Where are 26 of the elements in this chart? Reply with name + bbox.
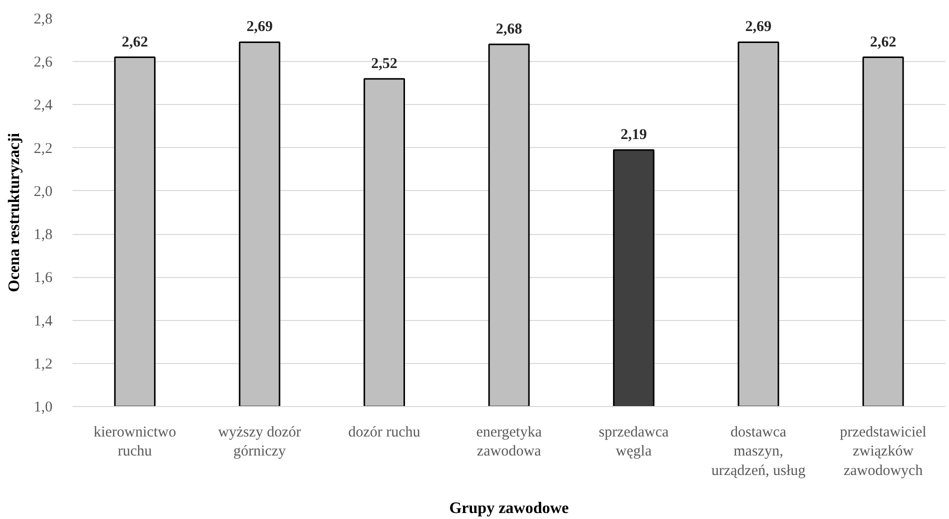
x-axis-title: Grupy zawodowe xyxy=(449,500,569,517)
x-tick-label: dostawca maszyn, urządzeń, usług xyxy=(711,424,806,479)
data-label: 2,52 xyxy=(371,56,398,72)
y-tick-label: 1,4 xyxy=(34,313,53,330)
data-label: 2,68 xyxy=(496,21,522,38)
data-label: 2,19 xyxy=(620,126,647,143)
y-tick-label: 1,2 xyxy=(34,356,52,372)
y-tick-label: 1,0 xyxy=(34,400,52,416)
data-label: 2,62 xyxy=(122,34,148,50)
x-tick-label: energetyka zawodowa xyxy=(476,424,542,460)
y-tick-label: 2,0 xyxy=(34,184,52,200)
y-axis-title: Ocena restrukturyzacji xyxy=(6,132,23,292)
y-tick-label: 2,2 xyxy=(34,140,52,157)
y-tick-label: 2,6 xyxy=(34,54,53,71)
x-tick-label: dozór ruchu xyxy=(348,424,421,440)
x-tick-label: sprzedawca węgla xyxy=(598,424,670,460)
y-tick-label: 2,8 xyxy=(34,12,52,28)
data-label: 2,69 xyxy=(246,19,273,36)
y-tick-label: 2,4 xyxy=(34,98,53,114)
x-tick-label: kierownictwo ruchu xyxy=(94,424,176,460)
x-tick-label: wyższy dozór górniczy xyxy=(218,424,302,460)
y-tick-label: 1,8 xyxy=(34,227,52,244)
data-label: 2,69 xyxy=(745,19,772,36)
data-label: 2,62 xyxy=(870,34,896,50)
x-tick-label: przedstawiciel związków zawodowych xyxy=(840,424,926,479)
y-tick-label: 1,6 xyxy=(34,270,53,286)
